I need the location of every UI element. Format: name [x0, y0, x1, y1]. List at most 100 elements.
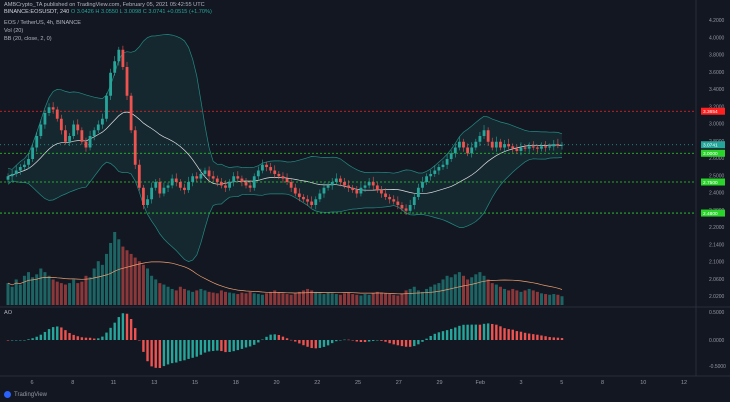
ao-bar [491, 323, 494, 340]
ao-bar [117, 317, 120, 340]
volume-bar [396, 295, 400, 305]
candle-body [269, 167, 273, 171]
volume-bar [441, 279, 445, 305]
volume-bar [392, 294, 396, 305]
candle-body [224, 185, 227, 188]
ao-bar [511, 329, 514, 340]
ao-bar [552, 337, 555, 340]
candle-body [503, 144, 506, 148]
candle-body [314, 199, 318, 205]
volume-indicator-label[interactable]: Vol (20) [4, 28, 24, 34]
price-level-label: 3.0741 [703, 143, 718, 149]
ao-bar [211, 340, 215, 351]
volume-bar [265, 293, 269, 305]
tradingview-logo: TradingView [4, 391, 47, 398]
volume-bar [490, 283, 494, 305]
volume-bar [289, 294, 293, 305]
candle-body [72, 124, 76, 136]
ao-bar [129, 319, 133, 340]
price-level-tag [701, 141, 725, 149]
time-tick-label: 25 [355, 380, 361, 386]
ao-bar [76, 336, 79, 340]
time-tick-label: 8 [601, 380, 604, 386]
ao-bar [39, 334, 43, 340]
price-tick-label: 2.5000 [709, 173, 725, 179]
ao-bar [109, 327, 112, 340]
ao-bar [388, 340, 391, 344]
candle-body [363, 185, 367, 188]
volume-bar [80, 281, 84, 305]
ao-bar [429, 335, 432, 340]
volume-bar [318, 293, 322, 305]
price-tick-label: 2.4000 [709, 191, 725, 197]
candle-body [470, 147, 474, 154]
candle-body [306, 199, 309, 202]
volume-bar [457, 272, 461, 305]
candle-body [371, 182, 375, 186]
chart-title: EOS / TetherUS, 4h, BINANCE [4, 20, 81, 26]
ao-bar [183, 340, 186, 361]
candle-body [322, 187, 326, 194]
candle-body [240, 178, 244, 182]
bollinger-lower [7, 157, 563, 262]
ao-bar [421, 340, 424, 342]
ao-bar [326, 340, 330, 346]
volume-bar [72, 279, 76, 305]
candle-body [482, 130, 486, 136]
ao-bar [400, 340, 404, 347]
ao-bar [166, 340, 170, 365]
volume-ma-line [7, 261, 563, 295]
ao-bar [15, 340, 18, 341]
volume-bar [412, 286, 416, 305]
candle-body [105, 95, 108, 119]
ao-indicator-label[interactable]: AO [4, 310, 13, 316]
ao-bar [355, 340, 359, 342]
volume-bar [449, 277, 453, 305]
ao-bar [216, 340, 219, 351]
volume-bar [420, 291, 424, 305]
volume-bar [273, 290, 277, 305]
ao-bar [138, 340, 141, 341]
published-line: AMBCrypto_TA published on TradingView.co… [4, 2, 205, 8]
ao-bar [339, 340, 342, 341]
candle-body [203, 170, 207, 174]
bollinger-basis [7, 111, 563, 195]
ao-bar [376, 340, 379, 341]
candle-body [31, 147, 35, 159]
candle-body [121, 49, 125, 67]
volume-bar [59, 283, 63, 305]
ao-bar [170, 340, 174, 364]
volume-bar [232, 293, 236, 305]
ao-bar [519, 331, 523, 340]
price-tick-label: 2.2000 [709, 225, 725, 231]
bollinger-indicator-label[interactable]: BB (20, close, 2, 0) [4, 36, 52, 42]
price-tick-label: 2.1400 [709, 242, 725, 248]
ao-bar [232, 340, 235, 352]
candle-body [421, 182, 424, 188]
candle-body [55, 109, 59, 119]
tradingview-logo-text: TradingView [14, 391, 48, 398]
candle-body [490, 141, 494, 148]
candle-body [552, 144, 556, 147]
volume-bar [154, 279, 158, 305]
volume-bar [326, 292, 330, 305]
candle-body [174, 178, 178, 182]
candle-body [125, 67, 129, 96]
ao-bar [19, 340, 22, 341]
volume-bar [43, 272, 47, 305]
candle-body [14, 170, 18, 174]
ao-bar [474, 324, 478, 340]
candle-body [384, 193, 387, 197]
candle-body [232, 176, 236, 182]
volume-bar [39, 268, 43, 305]
ao-bar [536, 334, 539, 340]
ao-bar [88, 337, 92, 340]
ao-bar [134, 328, 137, 340]
volume-bar [22, 275, 26, 305]
volume-bar [248, 291, 252, 305]
ao-bar [269, 334, 272, 340]
ao-bar [527, 333, 531, 340]
volume-bar [158, 283, 162, 305]
candle-body [527, 146, 531, 149]
